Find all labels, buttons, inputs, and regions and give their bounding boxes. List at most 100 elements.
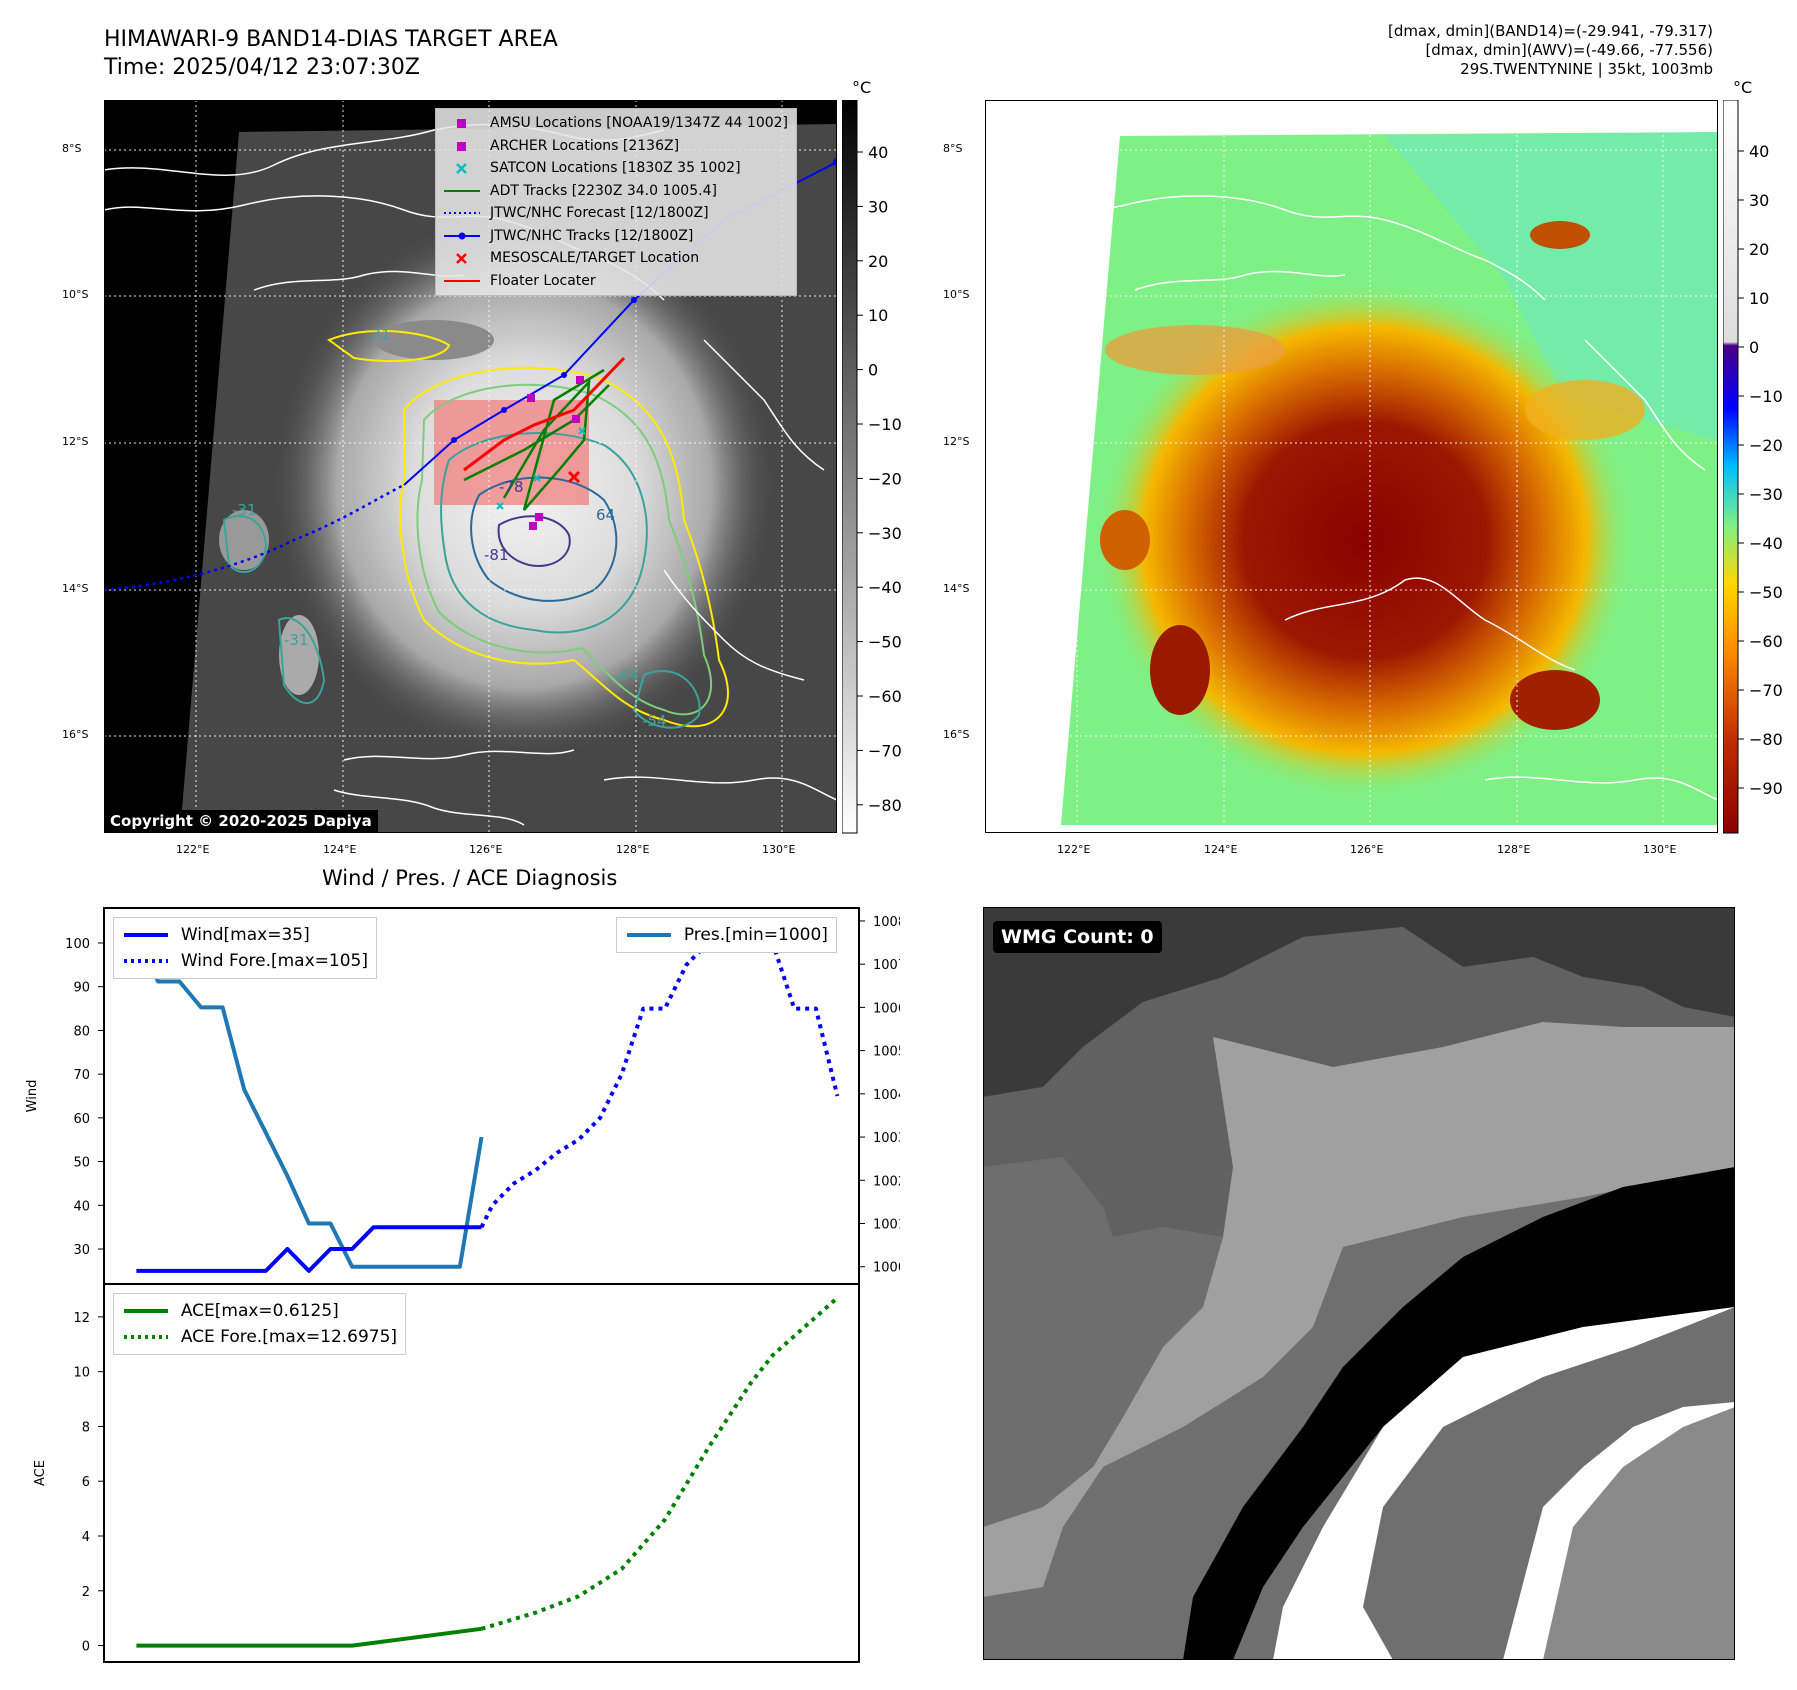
colorbar-tick-label: −30 bbox=[1749, 485, 1783, 504]
legend-symbol bbox=[444, 212, 480, 215]
pressure-tick-label: 1004 bbox=[873, 1088, 900, 1103]
lat-label: 14°S bbox=[62, 582, 89, 595]
legend-item: Floater Locater bbox=[444, 270, 788, 293]
colorbar-right: 40 30 20 10 0 −10 −20 −30 −40 −50 −60 −70 −80 −90 bbox=[1723, 100, 1783, 834]
ace-legend-item: ACE[max=0.6125] bbox=[122, 1298, 397, 1324]
contour-label: -31 bbox=[366, 326, 391, 344]
lon-label: 124°E bbox=[323, 843, 357, 856]
colorbar-left: 40 30 20 10 0 −10 −20 −30 −40 −50 −60 −70 −80 bbox=[842, 100, 902, 834]
wind-tick-label: 30 bbox=[73, 1243, 90, 1258]
legend-symbol bbox=[456, 253, 467, 265]
lon-label: 122°E bbox=[1057, 843, 1091, 856]
colorbar-tick-label: −20 bbox=[868, 469, 902, 488]
lat-label: 8°S bbox=[943, 142, 963, 155]
colorbar-right-unit: °C bbox=[1733, 78, 1753, 97]
colorbar-tick-label: −70 bbox=[1749, 681, 1783, 700]
lon-label: 128°E bbox=[616, 843, 650, 856]
legend-item: SATCON Locations [1830Z 35 1002] bbox=[444, 157, 788, 180]
lat-label: 12°S bbox=[943, 435, 970, 448]
wmg-count-badge: WMG Count: 0 bbox=[993, 921, 1162, 953]
wind-tick-label: 100 bbox=[65, 937, 90, 952]
legend-symbol bbox=[444, 279, 480, 282]
pressure-tick-label: 1007 bbox=[873, 958, 900, 973]
wind-tick-label: 40 bbox=[73, 1199, 90, 1214]
contour-label: -78 bbox=[499, 478, 524, 496]
pressure-legend-label: Pres.[min=1000] bbox=[683, 925, 828, 945]
ace-legend: ACE[max=0.6125] ACE Fore.[max=12.6975] bbox=[113, 1293, 407, 1355]
ace-tick-label: 2 bbox=[82, 1585, 90, 1600]
lat-label: 12°S bbox=[62, 435, 89, 448]
contour-label: -31 bbox=[232, 501, 257, 519]
wind-tick-label: 80 bbox=[73, 1024, 90, 1039]
pressure-tick-label: 1000 bbox=[873, 1261, 900, 1276]
colorbar-tick-label: −80 bbox=[1749, 730, 1783, 749]
target-location-marker bbox=[567, 470, 581, 484]
legend-swatch bbox=[627, 933, 671, 937]
colorbar-tick-label: −90 bbox=[1749, 779, 1783, 798]
lon-label: 128°E bbox=[1497, 843, 1531, 856]
lon-label: 126°E bbox=[469, 843, 503, 856]
colorbar-tick-label: 40 bbox=[1749, 142, 1769, 161]
legend-label: SATCON Locations [1830Z 35 1002] bbox=[490, 160, 741, 176]
colorbar-tick-label: −10 bbox=[1749, 387, 1783, 406]
legend-swatch bbox=[124, 1309, 168, 1313]
ace-axis-label: ACE bbox=[33, 1460, 48, 1486]
colorbar-tick-label: −50 bbox=[1749, 583, 1783, 602]
legend-symbol bbox=[444, 232, 480, 240]
wind-tick-label: 70 bbox=[73, 1068, 90, 1083]
contour-label: -64 bbox=[614, 666, 639, 684]
contour-label: -31 bbox=[284, 631, 309, 649]
wind-legend: Wind[max=35] Wind Fore.[max=105] bbox=[113, 917, 377, 979]
amsu-markers bbox=[527, 376, 584, 530]
ace-legend-label: ACE[max=0.6125] bbox=[180, 1301, 339, 1321]
legend-label: AMSU Locations [NOAA19/1347Z 44 1002] bbox=[490, 115, 789, 131]
forecast-track bbox=[104, 483, 405, 592]
legend-symbol bbox=[457, 141, 466, 151]
contour-label: -54 bbox=[642, 712, 667, 730]
colorbar-tick-label: −40 bbox=[868, 578, 902, 597]
info-line-1: [dmax, dmin](BAND14)=(-29.941, -79.317) bbox=[1388, 22, 1713, 40]
legend-symbol bbox=[444, 189, 480, 192]
lat-label: 14°S bbox=[943, 582, 970, 595]
wmg-map bbox=[983, 907, 1735, 1660]
wind-forecast-legend-item: Wind Fore.[max=105] bbox=[122, 948, 368, 974]
floater-track bbox=[463, 356, 626, 472]
ace-tick-label: 0 bbox=[82, 1640, 90, 1655]
legend-item: AMSU Locations [NOAA19/1347Z 44 1002] bbox=[444, 112, 788, 135]
ace-tick-label: 10 bbox=[73, 1366, 90, 1381]
legend-label: MESOSCALE/TARGET Location bbox=[490, 250, 700, 266]
track-legend: AMSU Locations [NOAA19/1347Z 44 1002] ARC… bbox=[435, 108, 798, 296]
awv-map bbox=[985, 100, 1718, 833]
colorbar-tick-label: 30 bbox=[1749, 191, 1769, 210]
legend-swatch bbox=[124, 959, 168, 963]
lat-label: 10°S bbox=[943, 288, 970, 301]
ace-line bbox=[136, 1626, 482, 1648]
pressure-tick-label: 1005 bbox=[873, 1045, 900, 1060]
diagnosis-charts: 3040506070809010010001001100210031004100… bbox=[25, 907, 900, 1663]
colorbar-tick-label: −40 bbox=[1749, 534, 1783, 553]
ace-tick-label: 6 bbox=[82, 1475, 90, 1490]
ace-tick-label: 12 bbox=[73, 1311, 90, 1326]
figure-title: HIMAWARI-9 BAND14-DIAS TARGET AREA Time:… bbox=[104, 26, 558, 82]
lat-label: 16°S bbox=[943, 728, 970, 741]
contour-label: 64 bbox=[596, 506, 615, 524]
colorbar-tick-label: 0 bbox=[1749, 338, 1759, 357]
lon-label: 130°E bbox=[762, 843, 796, 856]
ace-tick-label: 4 bbox=[82, 1530, 90, 1545]
wind-line bbox=[136, 1225, 482, 1273]
colorbar-tick-label: −60 bbox=[1749, 632, 1783, 651]
pressure-tick-label: 1002 bbox=[873, 1174, 900, 1189]
colorbar-tick-label: −60 bbox=[868, 687, 902, 706]
pressure-tick-label: 1008 bbox=[873, 915, 900, 930]
title-line-2: Time: 2025/04/12 23:07:30Z bbox=[104, 55, 420, 80]
pressure-legend-item: Pres.[min=1000] bbox=[625, 922, 828, 948]
title-line-1: HIMAWARI-9 BAND14-DIAS TARGET AREA bbox=[104, 27, 558, 52]
pressure-tick-label: 1006 bbox=[873, 1001, 900, 1016]
legend-item: ARCHER Locations [2136Z] bbox=[444, 135, 788, 158]
legend-item: MESOSCALE/TARGET Location bbox=[444, 247, 788, 270]
copyright-label: Copyright © 2020-2025 Dapiya bbox=[104, 810, 378, 832]
legend-symbol bbox=[457, 119, 466, 129]
legend-label: JTWC/NHC Tracks [12/1800Z] bbox=[490, 227, 694, 244]
colorbar-tick-label: 40 bbox=[868, 143, 888, 162]
legend-symbol bbox=[456, 163, 467, 175]
